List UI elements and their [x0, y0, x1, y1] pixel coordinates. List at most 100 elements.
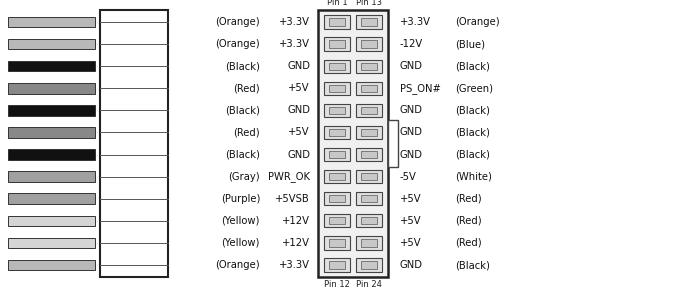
Text: +3.3V: +3.3V — [279, 39, 310, 49]
Bar — [8, 216, 95, 226]
Text: (Orange): (Orange) — [216, 39, 260, 49]
Bar — [8, 127, 95, 138]
Text: (Black): (Black) — [455, 105, 490, 115]
Bar — [356, 192, 382, 205]
Text: (Black): (Black) — [225, 61, 260, 71]
Text: GND: GND — [287, 105, 310, 115]
Bar — [323, 192, 350, 205]
Bar — [323, 126, 350, 139]
Text: (Black): (Black) — [225, 149, 260, 160]
Text: PS_ON#: PS_ON# — [400, 83, 441, 94]
Bar — [323, 236, 350, 249]
Bar — [329, 129, 344, 136]
Text: (Black): (Black) — [455, 127, 490, 138]
Text: (Red): (Red) — [233, 83, 260, 93]
Bar — [8, 105, 95, 116]
Bar — [329, 107, 344, 114]
Bar — [356, 60, 382, 73]
Text: +5V: +5V — [288, 83, 310, 93]
Bar — [361, 195, 377, 202]
Bar — [361, 239, 377, 247]
Text: (Black): (Black) — [455, 149, 490, 160]
Text: +3.3V: +3.3V — [400, 17, 431, 27]
Bar — [356, 258, 382, 272]
Bar — [356, 236, 382, 249]
Text: +5V: +5V — [400, 216, 421, 226]
Bar — [361, 261, 377, 269]
Bar — [8, 193, 95, 204]
Bar — [329, 18, 344, 26]
Bar — [8, 149, 95, 160]
Text: Pin 1: Pin 1 — [327, 0, 347, 7]
Bar — [356, 82, 382, 95]
Bar — [329, 195, 344, 202]
Text: (Green): (Green) — [455, 83, 493, 93]
Bar — [8, 83, 95, 94]
Text: +12V: +12V — [282, 216, 310, 226]
Text: (Blue): (Blue) — [455, 39, 485, 49]
Bar — [361, 40, 377, 48]
Text: Pin 13: Pin 13 — [356, 0, 382, 7]
Bar — [361, 107, 377, 114]
Bar — [323, 15, 350, 29]
Text: -12V: -12V — [400, 39, 424, 49]
Text: (Red): (Red) — [455, 216, 482, 226]
Bar — [329, 173, 344, 180]
Bar — [323, 170, 350, 183]
Text: (Red): (Red) — [455, 238, 482, 248]
Text: GND: GND — [400, 61, 423, 71]
Text: GND: GND — [287, 61, 310, 71]
Bar — [361, 173, 377, 180]
Text: (Orange): (Orange) — [216, 17, 260, 27]
Text: Pin 24: Pin 24 — [356, 280, 382, 289]
Bar — [323, 214, 350, 227]
Bar — [329, 85, 344, 92]
Text: (Black): (Black) — [225, 105, 260, 115]
Bar — [8, 17, 95, 27]
Text: GND: GND — [287, 149, 310, 160]
Text: (Yellow): (Yellow) — [222, 238, 260, 248]
Text: (Orange): (Orange) — [216, 260, 260, 270]
Bar — [323, 82, 350, 95]
Bar — [8, 260, 95, 270]
Bar — [356, 148, 382, 161]
Bar — [356, 104, 382, 117]
Bar — [323, 258, 350, 272]
Bar — [329, 261, 344, 269]
Bar — [356, 38, 382, 51]
Text: PWR_OK: PWR_OK — [268, 171, 310, 182]
Text: (Red): (Red) — [233, 127, 260, 138]
Text: +5VSB: +5VSB — [275, 194, 310, 204]
Bar — [323, 148, 350, 161]
Bar — [323, 38, 350, 51]
Text: (Black): (Black) — [455, 61, 490, 71]
Text: (Purple): (Purple) — [220, 194, 260, 204]
Text: GND: GND — [400, 127, 423, 138]
Bar — [8, 171, 95, 182]
Bar — [323, 60, 350, 73]
Text: +3.3V: +3.3V — [279, 260, 310, 270]
Text: (White): (White) — [455, 172, 492, 181]
Text: GND: GND — [400, 260, 423, 270]
Bar — [356, 170, 382, 183]
Bar — [318, 10, 388, 277]
Text: GND: GND — [400, 105, 423, 115]
Bar — [8, 61, 95, 71]
Text: (Orange): (Orange) — [455, 17, 500, 27]
Bar — [356, 214, 382, 227]
Bar — [8, 238, 95, 248]
Bar — [361, 62, 377, 70]
Bar — [329, 217, 344, 225]
Bar — [329, 239, 344, 247]
Bar — [356, 15, 382, 29]
Text: +5V: +5V — [288, 127, 310, 138]
Bar — [388, 120, 398, 167]
Bar — [329, 40, 344, 48]
Bar — [329, 151, 344, 158]
Bar — [100, 10, 168, 277]
Text: -5V: -5V — [400, 172, 417, 181]
Text: +5V: +5V — [400, 194, 421, 204]
Text: +3.3V: +3.3V — [279, 17, 310, 27]
Bar — [361, 129, 377, 136]
Bar — [8, 39, 95, 49]
